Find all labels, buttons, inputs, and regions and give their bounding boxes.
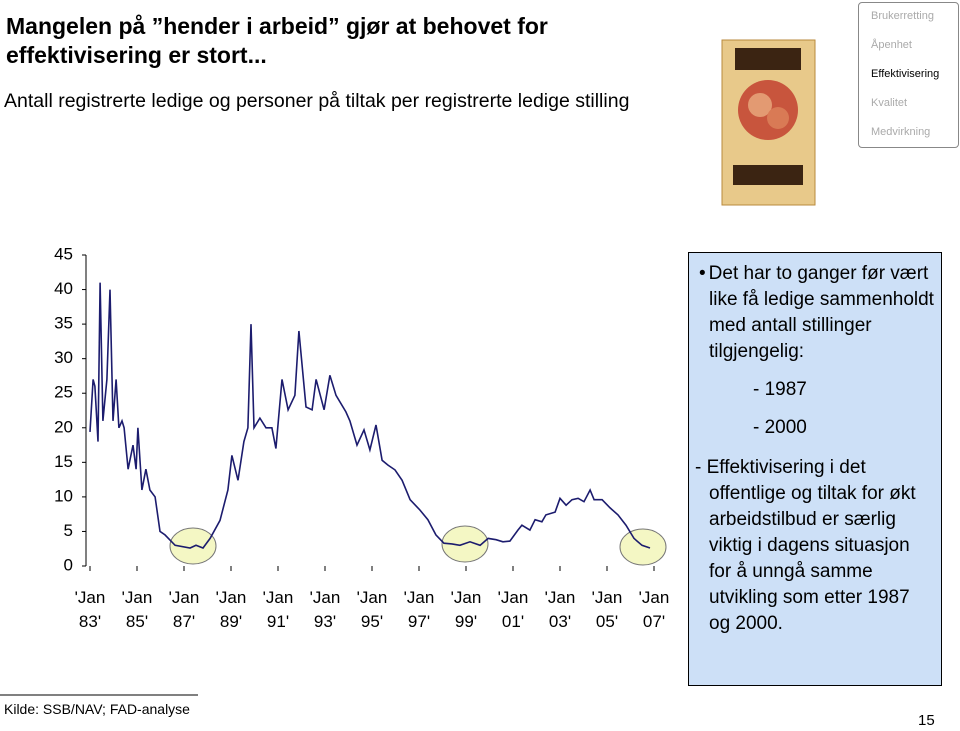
y-tick-label: 45 <box>54 244 73 263</box>
x-tick-label: 'Jan 99' <box>450 588 482 631</box>
nav-item: Medvirkning <box>871 126 931 138</box>
item: - 2000 <box>753 417 807 438</box>
y-tick-label: 35 <box>54 314 73 333</box>
y-tick-label: 25 <box>54 383 73 402</box>
subtitle: Antall registrerte ledige og personer på… <box>4 90 630 112</box>
nav-item: Kvalitet <box>871 97 908 109</box>
nav-item: Effektivisering <box>871 68 940 80</box>
x-tick-label: 'Jan 85' <box>121 588 153 631</box>
x-tick-label: 'Jan 93' <box>309 588 341 631</box>
note: - Effektivisering i det offentlige og ti… <box>695 457 916 634</box>
y-tick-label: 10 <box>54 486 73 505</box>
source: Kilde: SSB/NAV; FAD-analyse <box>4 701 190 717</box>
x-tick-label: 'Jan 89' <box>215 588 247 631</box>
x-tick-label: 'Jan 91' <box>262 588 294 631</box>
x-tick-label: 'Jan 95' <box>356 588 388 631</box>
x-tick-label: 'Jan 01' <box>497 588 529 631</box>
nav-item: Brukerretting <box>871 10 934 22</box>
highlight <box>619 528 667 566</box>
y-tick-label: 15 <box>54 452 73 471</box>
item: - 1987 <box>753 379 807 400</box>
nav-item: Åpenhet <box>871 39 912 51</box>
y-tick-label: 5 <box>64 521 73 540</box>
x-tick-label: 'Jan 05' <box>591 588 623 631</box>
y-tick-label: 0 <box>64 555 73 574</box>
x-tick-label: 'Jan 97' <box>403 588 435 631</box>
x-tick-label: 'Jan 07' <box>638 588 670 631</box>
x-tick-label: 'Jan 87' <box>168 588 200 631</box>
y-tick-label: 40 <box>54 279 73 298</box>
page-number: 15 <box>918 712 935 729</box>
bullet: Det har to ganger før vært like få ledig… <box>695 261 935 365</box>
x-tick-label: 'Jan 03' <box>544 588 576 631</box>
text-box: Det har to ganger før vært like få ledig… <box>688 252 942 686</box>
nav-box: Brukerretting Åpenhet Effektivisering Kvali… <box>858 2 959 148</box>
x-tick-label: 'Jan 83' <box>74 588 106 631</box>
y-tick-label: 30 <box>54 348 73 367</box>
y-tick-label: 20 <box>54 417 73 436</box>
title: Mangelen på ”hender i arbeid” gjør at be… <box>6 13 548 68</box>
wanted-poster <box>721 39 816 206</box>
data-line <box>89 282 651 549</box>
